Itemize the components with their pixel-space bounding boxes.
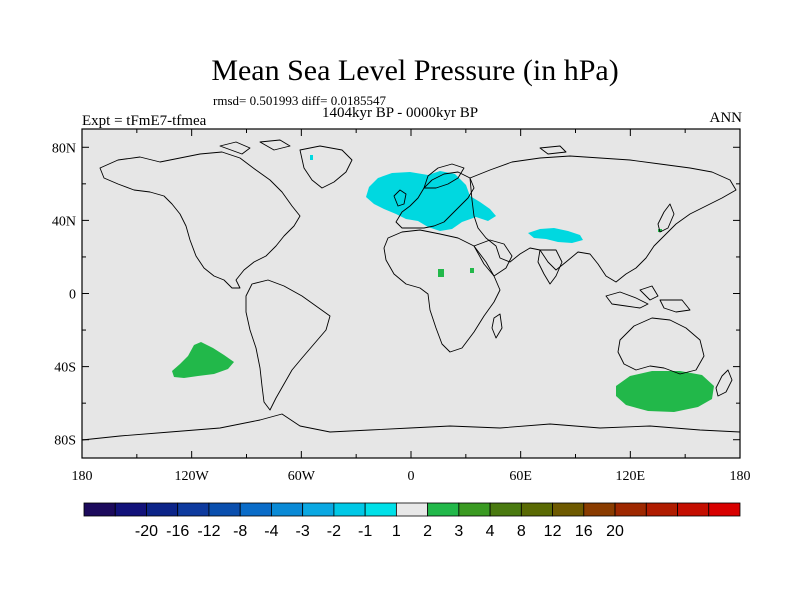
coastline-greenland: [299, 145, 353, 189]
colorbar-swatch: [302, 502, 335, 517]
coastline-europe: [395, 171, 475, 229]
coastline-arctic-islands: [219, 139, 567, 155]
lat-tick-label: 40S: [54, 361, 76, 376]
colorbar-swatch: [489, 502, 522, 517]
coastline-africa: [383, 229, 501, 353]
colorbar-swatch: [83, 502, 116, 517]
colorbar: [83, 502, 741, 517]
colorbar-label: 3: [454, 523, 463, 540]
colorbar-label: 8: [517, 523, 526, 540]
coastline-south-america: [245, 279, 331, 411]
anomaly-speck: [438, 269, 444, 277]
colorbar-label: -1: [358, 523, 372, 540]
coastline-japan: [657, 203, 675, 233]
anomaly-region-southern-ocean: [616, 371, 714, 412]
lon-tick-label: 120W: [175, 469, 210, 484]
chart-title: Mean Sea Level Pressure (in hPa): [211, 54, 619, 87]
lat-tick-label: 80N: [52, 141, 76, 156]
colorbar-swatch: [458, 502, 491, 517]
coastline-british-isles: [393, 189, 407, 207]
colorbar-label: 12: [544, 523, 562, 540]
coastline-antarctica: [81, 413, 741, 441]
colorbar-label: -8: [233, 523, 247, 540]
coastline-north-america: [99, 151, 301, 289]
colorbar-swatch: [645, 502, 678, 517]
stats-text: rmsd= 0.501993 diff= 0.0185547: [213, 93, 386, 108]
colorbar-label: -4: [264, 523, 278, 540]
colorbar-swatch: [239, 502, 272, 517]
colorbar-swatch: [708, 502, 741, 517]
colorbar-label: -2: [327, 523, 341, 540]
coastline-madagascar: [491, 313, 503, 339]
colorbar-swatch: [520, 502, 553, 517]
colorbar-swatch: [146, 502, 179, 517]
anomaly-region-central-asia: [528, 228, 583, 243]
lon-tick-label: 0: [408, 469, 415, 484]
colorbar-label: 4: [486, 523, 495, 540]
colorbar-label: 20: [606, 523, 624, 540]
colorbar-swatch: [552, 502, 585, 517]
colorbar-swatch: [208, 502, 241, 517]
colorbar-label: -20: [135, 523, 158, 540]
colorbar-swatch: [583, 502, 616, 517]
coastline-scandinavia: [423, 163, 465, 189]
anomaly-speck: [310, 155, 313, 160]
anomaly-region-europe: [366, 171, 496, 231]
lon-tick-label: 60W: [288, 469, 316, 484]
anomaly-speck: [470, 268, 474, 273]
colorbar-swatch: [114, 502, 147, 517]
colorbar-swatch: [271, 502, 304, 517]
colorbar-label: 16: [575, 523, 593, 540]
lon-tick-label: 120E: [616, 469, 646, 484]
anomaly-regions: [172, 155, 714, 412]
coastline-asia: [469, 155, 737, 283]
colorbar-swatch: [177, 502, 210, 517]
coastline-india: [537, 249, 563, 285]
coastline-arabia: [473, 239, 513, 277]
lon-tick-label: 60E: [509, 469, 532, 484]
coastlines: [81, 139, 741, 441]
axis-ticks: [81, 129, 741, 458]
coastline-indonesia: [605, 285, 691, 313]
colorbar-label: -16: [166, 523, 189, 540]
colorbar-swatch: [427, 502, 460, 517]
anomaly-region-south-pacific: [172, 342, 234, 378]
lon-tick-label: 180: [730, 469, 751, 484]
experiment-label: Expt = tFmE7-tfmea: [82, 113, 207, 129]
lat-tick-label: 0: [69, 288, 76, 303]
colorbar-swatch: [364, 502, 397, 517]
colorbar-label: -12: [197, 523, 220, 540]
axis-tick-labels: 80N 40N 0 40S 80S 180 120W 60W 0 60E 120E 180: [52, 141, 751, 484]
season-label: ANN: [709, 110, 743, 126]
colorbar-swatch: [333, 502, 366, 517]
colorbar-label: 1: [392, 523, 401, 540]
colorbar-swatch: [395, 502, 429, 517]
coastline-new-zealand: [715, 369, 733, 397]
colorbar-label: 2: [423, 523, 432, 540]
colorbar-labels: -20 -16 -12 -8 -4 -3 -2 -1 1 2 3 4 8 12 16 20: [135, 523, 624, 540]
coastline-australia: [617, 317, 705, 375]
lon-tick-label: 180: [72, 469, 93, 484]
colorbar-label: -3: [296, 523, 310, 540]
colorbar-swatch: [614, 502, 647, 517]
colorbar-swatch: [677, 502, 710, 517]
period-text: 1404kyr BP - 0000kyr BP: [322, 105, 479, 121]
lat-tick-label: 40N: [52, 214, 76, 229]
lat-tick-label: 80S: [54, 434, 76, 449]
